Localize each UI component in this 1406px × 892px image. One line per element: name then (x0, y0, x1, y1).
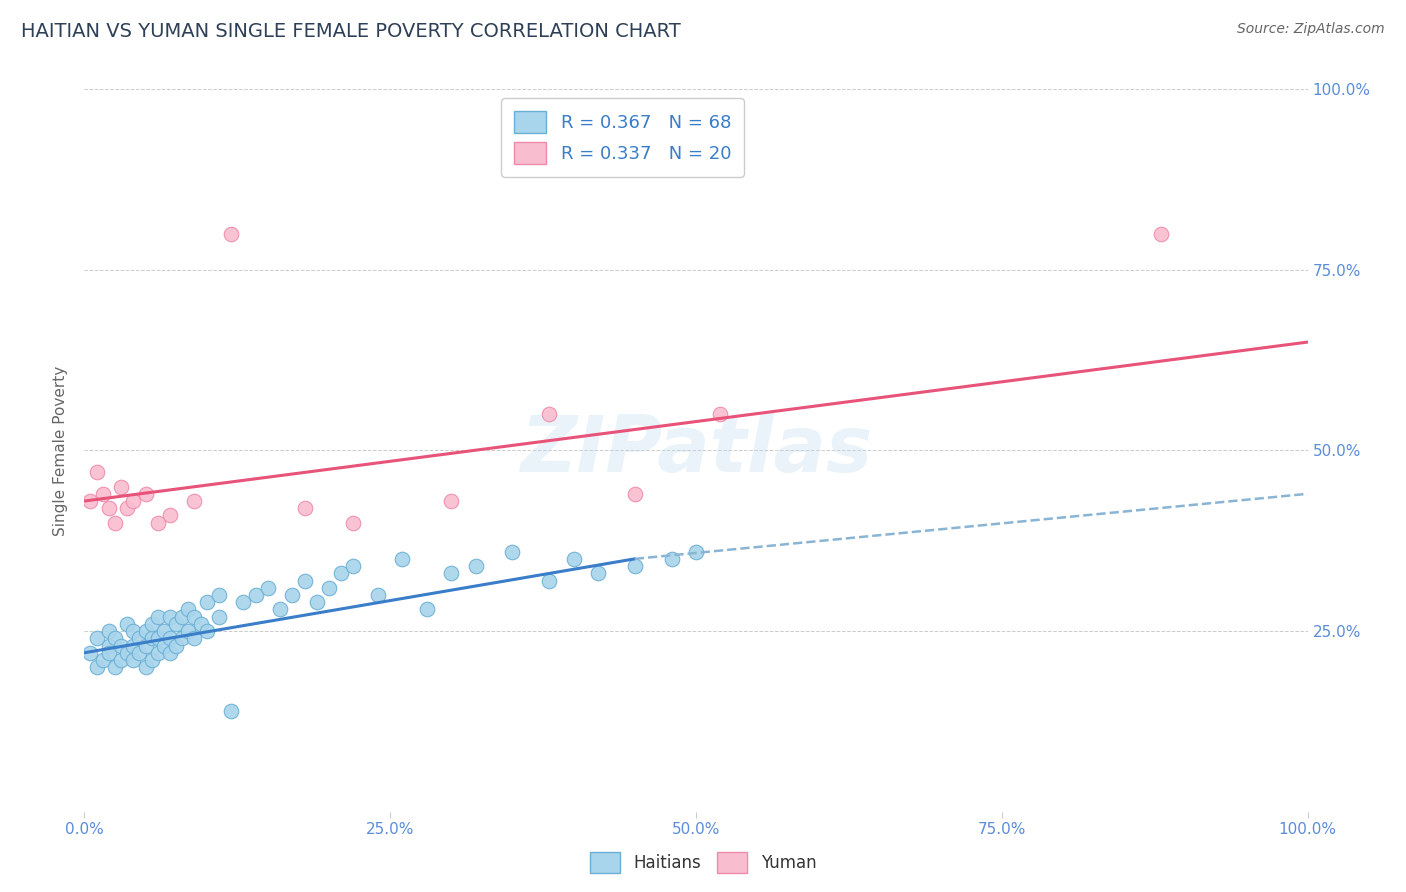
Point (97, 624, 120, 639)
Point (318, 581, 340, 595)
Point (97, 639, 120, 653)
Point (440, 494, 463, 508)
Point (128, 632, 150, 646)
Point (135, 624, 157, 639)
Point (709, 407, 731, 421)
Point (86, 465, 108, 479)
Point (464, 559, 486, 574)
Point (165, 639, 187, 653)
Point (153, 624, 176, 639)
Point (146, 516, 169, 530)
Point (502, 544, 524, 558)
Point (562, 551, 585, 566)
Point (135, 639, 157, 653)
Point (146, 646, 169, 660)
Point (342, 516, 364, 530)
Point (190, 616, 212, 631)
Point (159, 646, 181, 660)
Text: HAITIAN VS YUMAN SINGLE FEMALE POVERTY CORRELATION CHART: HAITIAN VS YUMAN SINGLE FEMALE POVERTY C… (21, 22, 681, 41)
Point (97, 646, 120, 660)
Point (330, 566, 353, 581)
Point (624, 559, 647, 574)
Point (232, 595, 254, 609)
Point (141, 653, 163, 667)
Point (91, 653, 114, 667)
Point (195, 624, 218, 639)
Point (159, 632, 181, 646)
Y-axis label: Single Female Poverty: Single Female Poverty (53, 366, 69, 535)
Point (183, 609, 205, 624)
Point (416, 602, 439, 616)
Point (79, 494, 101, 508)
Point (135, 487, 157, 501)
Point (219, 227, 242, 241)
Point (91, 487, 114, 501)
Point (128, 646, 150, 660)
Point (281, 588, 304, 602)
Point (86, 632, 108, 646)
Point (172, 632, 194, 646)
Point (367, 588, 389, 602)
Point (159, 609, 181, 624)
Point (685, 544, 707, 558)
Point (245, 588, 267, 602)
Point (110, 639, 132, 653)
Point (104, 632, 127, 646)
Point (183, 632, 205, 646)
Point (104, 660, 127, 674)
Point (586, 566, 609, 581)
Point (115, 501, 138, 516)
Point (146, 632, 169, 646)
Point (538, 574, 561, 588)
Point (141, 616, 163, 631)
Legend: Haitians, Yuman: Haitians, Yuman (583, 846, 823, 880)
Point (1150, 227, 1173, 241)
Point (172, 609, 194, 624)
Point (440, 566, 463, 581)
Point (391, 551, 413, 566)
Point (104, 516, 127, 530)
Point (135, 660, 157, 674)
Point (183, 494, 205, 508)
Point (195, 595, 218, 609)
Point (115, 646, 138, 660)
Point (177, 602, 200, 616)
Point (122, 624, 145, 639)
Point (294, 574, 316, 588)
Point (342, 559, 364, 574)
Point (115, 616, 138, 631)
Point (294, 501, 316, 516)
Point (159, 508, 181, 523)
Point (305, 595, 328, 609)
Point (146, 609, 169, 624)
Point (257, 581, 280, 595)
Point (141, 632, 163, 646)
Point (79, 646, 101, 660)
Point (208, 609, 231, 624)
Point (97, 501, 120, 516)
Text: ZIPatlas: ZIPatlas (520, 412, 872, 489)
Point (153, 639, 176, 653)
Point (86, 660, 108, 674)
Point (269, 602, 291, 616)
Point (110, 480, 132, 494)
Point (110, 653, 132, 667)
Point (661, 551, 683, 566)
Point (122, 639, 145, 653)
Point (177, 624, 200, 639)
Point (624, 487, 647, 501)
Point (219, 704, 242, 718)
Point (165, 616, 187, 631)
Point (122, 494, 145, 508)
Point (122, 653, 145, 667)
Point (208, 588, 231, 602)
Legend: R = 0.367   N = 68, R = 0.337   N = 20: R = 0.367 N = 68, R = 0.337 N = 20 (501, 98, 744, 177)
Text: Source: ZipAtlas.com: Source: ZipAtlas.com (1237, 22, 1385, 37)
Point (538, 407, 561, 421)
